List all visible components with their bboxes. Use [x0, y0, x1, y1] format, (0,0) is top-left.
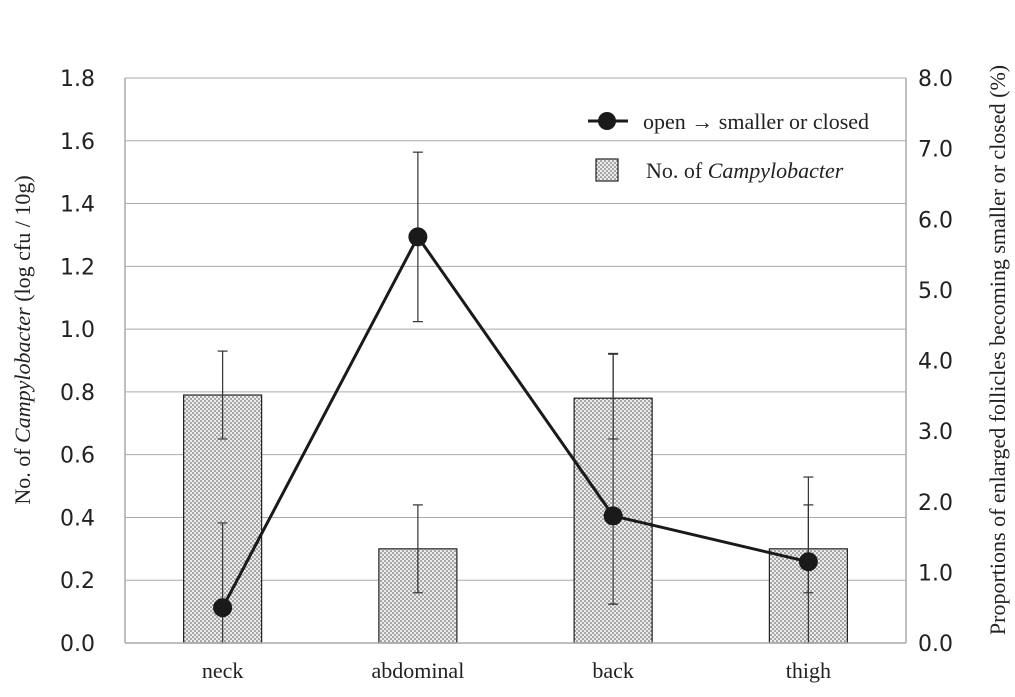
category-label: abdominal: [371, 658, 464, 683]
left-tick-label: 1.0: [60, 318, 95, 343]
right-tick-label: 1.0: [918, 561, 953, 586]
right-axis-ticks: 0.0 1.0 2.0 3.0 4.0 5.0 6.0 7.0 8.0: [918, 67, 953, 657]
legend-bar-label: No. of Campylobacter: [646, 158, 844, 183]
right-tick-label: 0.0: [918, 632, 953, 657]
line-series: [213, 227, 818, 618]
category-labels: neck abdominal back thigh: [202, 658, 831, 683]
line-point: [408, 227, 428, 247]
right-tick-label: 8.0: [918, 67, 953, 92]
series-line: [221, 234, 809, 609]
category-label: back: [592, 658, 634, 683]
right-tick-label: 2.0: [918, 491, 953, 516]
legend-bar-swatch: [595, 158, 619, 182]
bar-error-bar: [412, 504, 423, 594]
right-tick-label: 4.0: [918, 350, 953, 375]
bar-error-bar: [217, 350, 228, 440]
left-axis-ticks: 0.0 0.2 0.4 0.6 0.8 1.0 1.2 1.4 1.6 1.8: [60, 67, 95, 657]
right-tick-label: 3.0: [918, 420, 953, 445]
line-error-bar: [608, 352, 619, 605]
line-error-bars: [217, 151, 814, 644]
left-axis-title: No. of Campylobacter (log cfu / 10g): [10, 175, 35, 504]
category-label: neck: [202, 658, 244, 683]
left-tick-label: 0.2: [60, 569, 95, 594]
right-axis-title: Proportions of enlarged follicles becomi…: [985, 65, 1010, 635]
left-tick-label: 0.0: [60, 632, 95, 657]
bar-error-bars: [217, 350, 814, 594]
left-tick-label: 0.6: [60, 444, 95, 469]
left-tick-label: 1.2: [60, 255, 95, 280]
left-tick-label: 1.8: [60, 67, 95, 92]
legend-dot-marker: [598, 112, 616, 130]
legend: open → smaller or closed No. of Campylob…: [588, 109, 869, 183]
category-label: thigh: [786, 658, 831, 683]
right-tick-label: 6.0: [918, 208, 953, 233]
line-point: [213, 598, 233, 618]
left-tick-label: 0.4: [60, 506, 95, 531]
left-tick-label: 1.6: [60, 130, 95, 155]
left-tick-label: 1.4: [60, 193, 95, 218]
line-point: [603, 506, 623, 526]
bars: [183, 394, 848, 644]
right-tick-label: 7.0: [918, 138, 953, 163]
left-tick-label: 0.8: [60, 381, 95, 406]
line-point: [798, 552, 818, 572]
legend-line-label: open → smaller or closed: [643, 109, 869, 134]
right-tick-label: 5.0: [918, 279, 953, 304]
